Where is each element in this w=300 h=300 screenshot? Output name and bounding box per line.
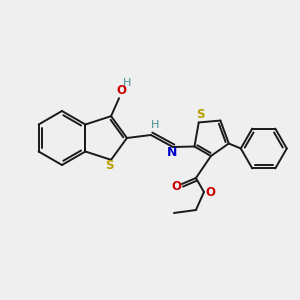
Text: O: O: [116, 84, 126, 97]
Text: H: H: [151, 120, 159, 130]
Text: S: S: [196, 108, 205, 121]
Text: H: H: [123, 78, 131, 88]
Text: N: N: [167, 146, 177, 160]
Text: O: O: [205, 187, 215, 200]
Text: S: S: [105, 159, 113, 172]
Text: O: O: [171, 181, 181, 194]
